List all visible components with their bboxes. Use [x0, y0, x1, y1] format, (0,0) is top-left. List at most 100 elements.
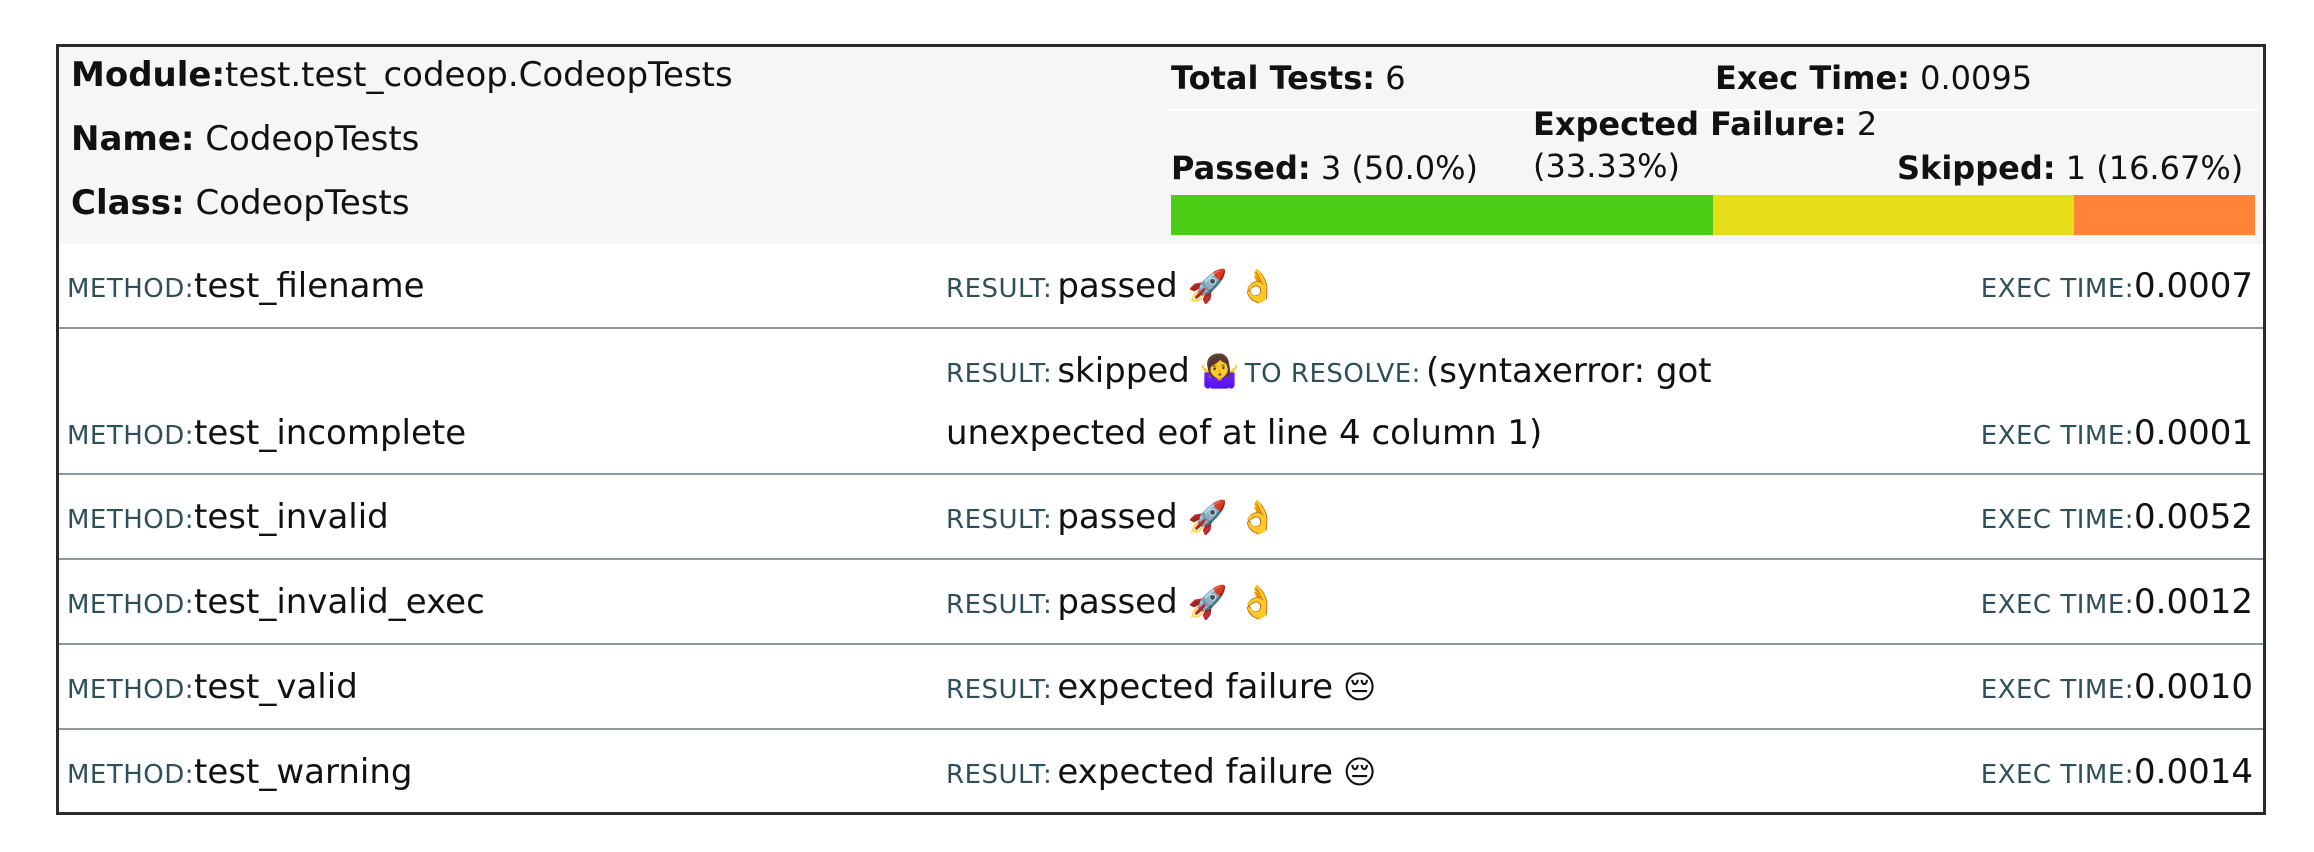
skipped-label: Skipped:	[1897, 149, 2056, 187]
module-value: test.test_codeop.CodeopTests	[225, 55, 733, 95]
method-tag: METHOD:	[67, 590, 195, 620]
method-tag: METHOD:	[67, 760, 195, 790]
exec-time-cell: EXEC TIME:0.0007	[1981, 266, 2253, 306]
result-cell: RESULT: passed 🚀 👌	[946, 497, 1278, 537]
method-cell: METHOD:test_valid	[67, 667, 358, 707]
passed-count: Passed: 3 (50.0%)	[1171, 149, 1478, 187]
exec-time-value: 0.0010	[2134, 667, 2253, 707]
method-cell: METHOD:test_warning	[67, 752, 413, 792]
result-tag: RESULT:	[946, 675, 1053, 705]
rocket-ok-icon: 🚀 👌	[1187, 498, 1278, 536]
method-name: test_filename	[194, 266, 425, 306]
progress-segment-passed	[1171, 195, 1713, 235]
expected-failure-label: Expected Failure:	[1533, 105, 1847, 143]
class-value: CodeopTests	[195, 183, 410, 223]
exec-time-value: 0.0052	[2134, 497, 2253, 537]
expected-failure-count: Expected Failure: 2	[1533, 105, 1877, 143]
exec-time-tag: EXEC TIME:	[1980, 274, 2135, 304]
test-report: Module:test.test_codeop.CodeopTests Name…	[56, 44, 2266, 815]
method-tag: METHOD:	[67, 274, 195, 304]
result-value: expected failure	[1057, 752, 1333, 792]
module-label: Module:	[71, 55, 226, 95]
exec-time-total: Exec Time: 0.0095	[1715, 59, 2032, 97]
exec-time-cell: EXEC TIME:0.0052	[1981, 497, 2253, 537]
method-tag: METHOD:	[67, 421, 195, 451]
method-tag: METHOD:	[67, 675, 195, 705]
method-cell: METHOD:test_incomplete	[67, 413, 466, 453]
exec-time-tag: EXEC TIME:	[1980, 675, 2135, 705]
resolve-message-line2: unexpected eof at line 4 column 1)	[946, 413, 1543, 453]
method-cell: METHOD:test_invalid_exec	[67, 582, 485, 622]
result-cell: RESULT: skipped 🤷‍♀️ TO RESOLVE: (syntaxe…	[946, 351, 1712, 391]
table-row: METHOD:test_warning RESULT: expected fai…	[59, 730, 2263, 815]
result-cell: RESULT: passed 🚀 👌	[946, 582, 1278, 622]
exec-time-tag: EXEC TIME:	[1980, 421, 2135, 451]
progress-segment-expected-failure	[1713, 195, 2075, 235]
class-line: Class: CodeopTests	[71, 183, 410, 223]
method-name: test_invalid_exec	[194, 582, 485, 622]
exec-time-tag: EXEC TIME:	[1980, 505, 2135, 535]
exec-time-cell: EXEC TIME:0.0012	[1981, 582, 2253, 622]
passed-label: Passed:	[1171, 149, 1311, 187]
result-tag: RESULT:	[946, 505, 1053, 535]
exec-time-cell: EXEC TIME:0.0010	[1981, 667, 2253, 707]
exec-time-cell: EXEC TIME:0.0014	[1981, 752, 2253, 792]
exec-time-value: 0.0007	[2134, 266, 2253, 306]
name-value: CodeopTests	[205, 119, 420, 159]
table-row: METHOD:test_invalid RESULT: passed 🚀 👌 EX…	[59, 475, 2263, 560]
method-tag: METHOD:	[67, 505, 195, 535]
header-divider	[1169, 109, 2259, 111]
module-line: Module:test.test_codeop.CodeopTests	[71, 55, 733, 95]
exec-time-value: 0.0014	[2134, 752, 2253, 792]
exec-time-tag: EXEC TIME:	[1980, 590, 2135, 620]
rocket-ok-icon: 🚀 👌	[1187, 267, 1278, 305]
progress-segment-skipped	[2074, 195, 2255, 235]
resolve-message-line1: (syntaxerror: got	[1426, 351, 1712, 391]
shrug-icon: 🤷‍♀️	[1199, 352, 1240, 390]
table-row: METHOD:test_filename RESULT: passed 🚀 👌 E…	[59, 244, 2263, 329]
exec-time-total-label: Exec Time:	[1715, 59, 1910, 97]
result-progress-bar	[1171, 195, 2255, 235]
pensive-face-icon: 😔	[1342, 753, 1377, 791]
total-tests-label: Total Tests:	[1171, 59, 1376, 97]
expected-failure-pct: (33.33%)	[1533, 147, 1680, 185]
name-label: Name:	[71, 119, 195, 159]
table-row: METHOD:test_invalid_exec RESULT: passed 🚀…	[59, 560, 2263, 645]
result-tag: RESULT:	[946, 590, 1053, 620]
exec-time-value: 0.0012	[2134, 582, 2253, 622]
total-tests-value: 6	[1385, 59, 1406, 97]
method-name: test_valid	[194, 667, 358, 707]
method-cell: METHOD:test_filename	[67, 266, 425, 306]
resolve-message-cell: unexpected eof at line 4 column 1)	[946, 413, 1542, 453]
result-value: skipped	[1057, 351, 1190, 391]
result-tag: RESULT:	[946, 760, 1053, 790]
exec-time-total-value: 0.0095	[1920, 59, 2033, 97]
result-value: expected failure	[1057, 667, 1333, 707]
report-header: Module:test.test_codeop.CodeopTests Name…	[59, 47, 2263, 244]
result-cell: RESULT: expected failure 😔	[946, 667, 1376, 707]
result-value: passed	[1057, 582, 1178, 622]
exec-time-tag: EXEC TIME:	[1980, 760, 2135, 790]
result-value: passed	[1057, 497, 1178, 537]
expected-failure-value: 2	[1856, 105, 1878, 143]
skipped-value: 1 (16.67%)	[2065, 149, 2244, 187]
table-row: METHOD:test_incomplete RESULT: skipped 🤷‍…	[59, 329, 2263, 475]
method-name: test_warning	[194, 752, 413, 792]
exec-time-value: 0.0001	[2134, 413, 2253, 453]
result-cell: RESULT: expected failure 😔	[946, 752, 1376, 792]
table-row: METHOD:test_valid RESULT: expected failu…	[59, 645, 2263, 730]
skipped-count: Skipped: 1 (16.67%)	[1897, 149, 2243, 187]
method-name: test_invalid	[194, 497, 389, 537]
pensive-face-icon: 😔	[1342, 668, 1377, 706]
result-tag: RESULT:	[946, 359, 1053, 389]
total-tests: Total Tests: 6	[1171, 59, 1406, 97]
to-resolve-tag: TO RESOLVE:	[1244, 359, 1421, 389]
class-label: Class:	[71, 183, 185, 223]
exec-time-cell: EXEC TIME:0.0001	[1981, 413, 2253, 453]
rocket-ok-icon: 🚀 👌	[1187, 583, 1278, 621]
result-cell: RESULT: passed 🚀 👌	[946, 266, 1278, 306]
method-cell: METHOD:test_invalid	[67, 497, 389, 537]
name-line: Name: CodeopTests	[71, 119, 419, 159]
result-tag: RESULT:	[946, 274, 1053, 304]
result-value: passed	[1057, 266, 1178, 306]
